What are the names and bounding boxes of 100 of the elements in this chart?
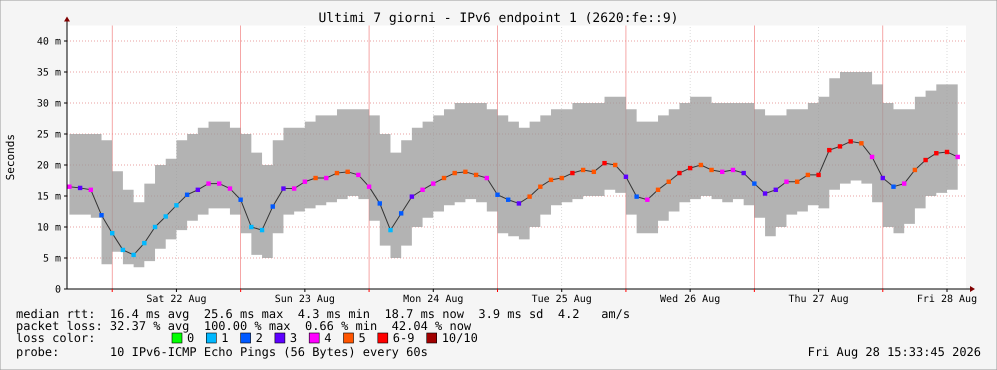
text: Fri Aug 28 15:33:45 2026 [808, 345, 981, 359]
legend-label: 5 [358, 331, 366, 345]
point [356, 172, 361, 178]
point [859, 141, 864, 146]
y-tick-label: 20 m [36, 160, 61, 172]
point [206, 181, 211, 186]
point [912, 168, 918, 172]
point [934, 151, 938, 156]
x-tick-label: Thu 27 Aug [788, 294, 849, 305]
point [334, 170, 340, 176]
point [816, 172, 821, 178]
legend-label: 0 [187, 331, 194, 345]
point [923, 158, 928, 162]
point [634, 194, 639, 199]
point [613, 162, 618, 168]
point [228, 186, 232, 191]
chart-title: Ultimi 7 giorni - IPv6 endpoint 1 (2620:fe::9) [318, 11, 679, 26]
point [848, 139, 853, 144]
point [238, 198, 243, 202]
point [260, 228, 264, 232]
point [506, 198, 510, 202]
legend-label: 3 [290, 331, 298, 345]
point [698, 162, 704, 168]
point [142, 240, 147, 246]
point [131, 252, 136, 258]
point [827, 148, 832, 152]
y-tick-label: 25 m [36, 130, 61, 140]
y-tick-label: 5 m [42, 254, 61, 264]
point [516, 201, 522, 206]
point [184, 192, 190, 197]
point [538, 184, 543, 189]
x-tick-label: Sun 23 Aug [274, 294, 335, 305]
point [838, 144, 842, 149]
legend-label: 6-9 [392, 331, 414, 345]
point [592, 170, 596, 174]
point [720, 170, 724, 174]
point [174, 203, 179, 208]
point [292, 186, 296, 191]
point [324, 176, 328, 180]
point [784, 180, 789, 184]
point [624, 174, 628, 179]
point [570, 170, 575, 176]
x-tick-label: Fri 28 Aug [916, 294, 978, 305]
point [270, 204, 275, 209]
point [99, 213, 104, 218]
x-tick-label: Tue 25 Aug [532, 294, 592, 305]
point [677, 170, 682, 176]
point [560, 176, 564, 180]
point [548, 178, 554, 182]
y-tick-label: 15 m [36, 192, 61, 202]
point [88, 188, 94, 192]
point [78, 186, 82, 190]
point [891, 184, 896, 189]
y-tick-label: 35 m [36, 68, 61, 78]
point [709, 168, 714, 172]
point [774, 188, 778, 192]
point [762, 191, 768, 196]
point [956, 154, 960, 160]
point [366, 184, 372, 189]
y-tick-label: 40 m [36, 36, 61, 48]
x-tick-label: Sat 22 Aug [146, 294, 207, 305]
y-tick-label: 30 m [36, 98, 61, 110]
point [452, 170, 457, 176]
point [806, 172, 810, 178]
legend-label: 1 [221, 331, 229, 345]
y-tick-label: 10 m [36, 222, 61, 234]
point [217, 181, 222, 186]
legend-label: 4 [324, 331, 332, 345]
y-axis-title: Seconds [4, 134, 17, 180]
legend-title: loss color: [16, 331, 96, 345]
point [870, 154, 874, 160]
point [741, 170, 746, 176]
text: median rtt: 16.4 ms avg 25.6 ms max 4.3 ms min 18.7 ms now 3.9 ms sd 4.2 am/s [16, 307, 630, 321]
point [120, 248, 126, 252]
point [580, 168, 586, 172]
y-tick-label: 0 [54, 284, 61, 296]
point [666, 180, 671, 184]
point [302, 180, 308, 184]
point [484, 176, 489, 180]
point [527, 194, 532, 199]
text: probe: 10 IPv6-ICMP Echo Pings (56 Bytes) every 60s [16, 345, 428, 359]
point [495, 192, 500, 197]
point [313, 176, 318, 180]
point [281, 186, 286, 191]
point [345, 170, 350, 174]
point [902, 181, 906, 186]
legend-label: 10/10 [442, 331, 478, 345]
point [752, 181, 757, 186]
x-tick-label: Wed 26 Aug [660, 294, 720, 305]
point [602, 160, 607, 166]
point [645, 198, 650, 202]
point [249, 224, 254, 230]
point [656, 188, 660, 192]
point [794, 180, 800, 184]
point [398, 211, 404, 216]
point [474, 172, 478, 178]
point [388, 228, 393, 232]
point [431, 181, 436, 186]
point [196, 188, 200, 192]
point [410, 194, 414, 199]
